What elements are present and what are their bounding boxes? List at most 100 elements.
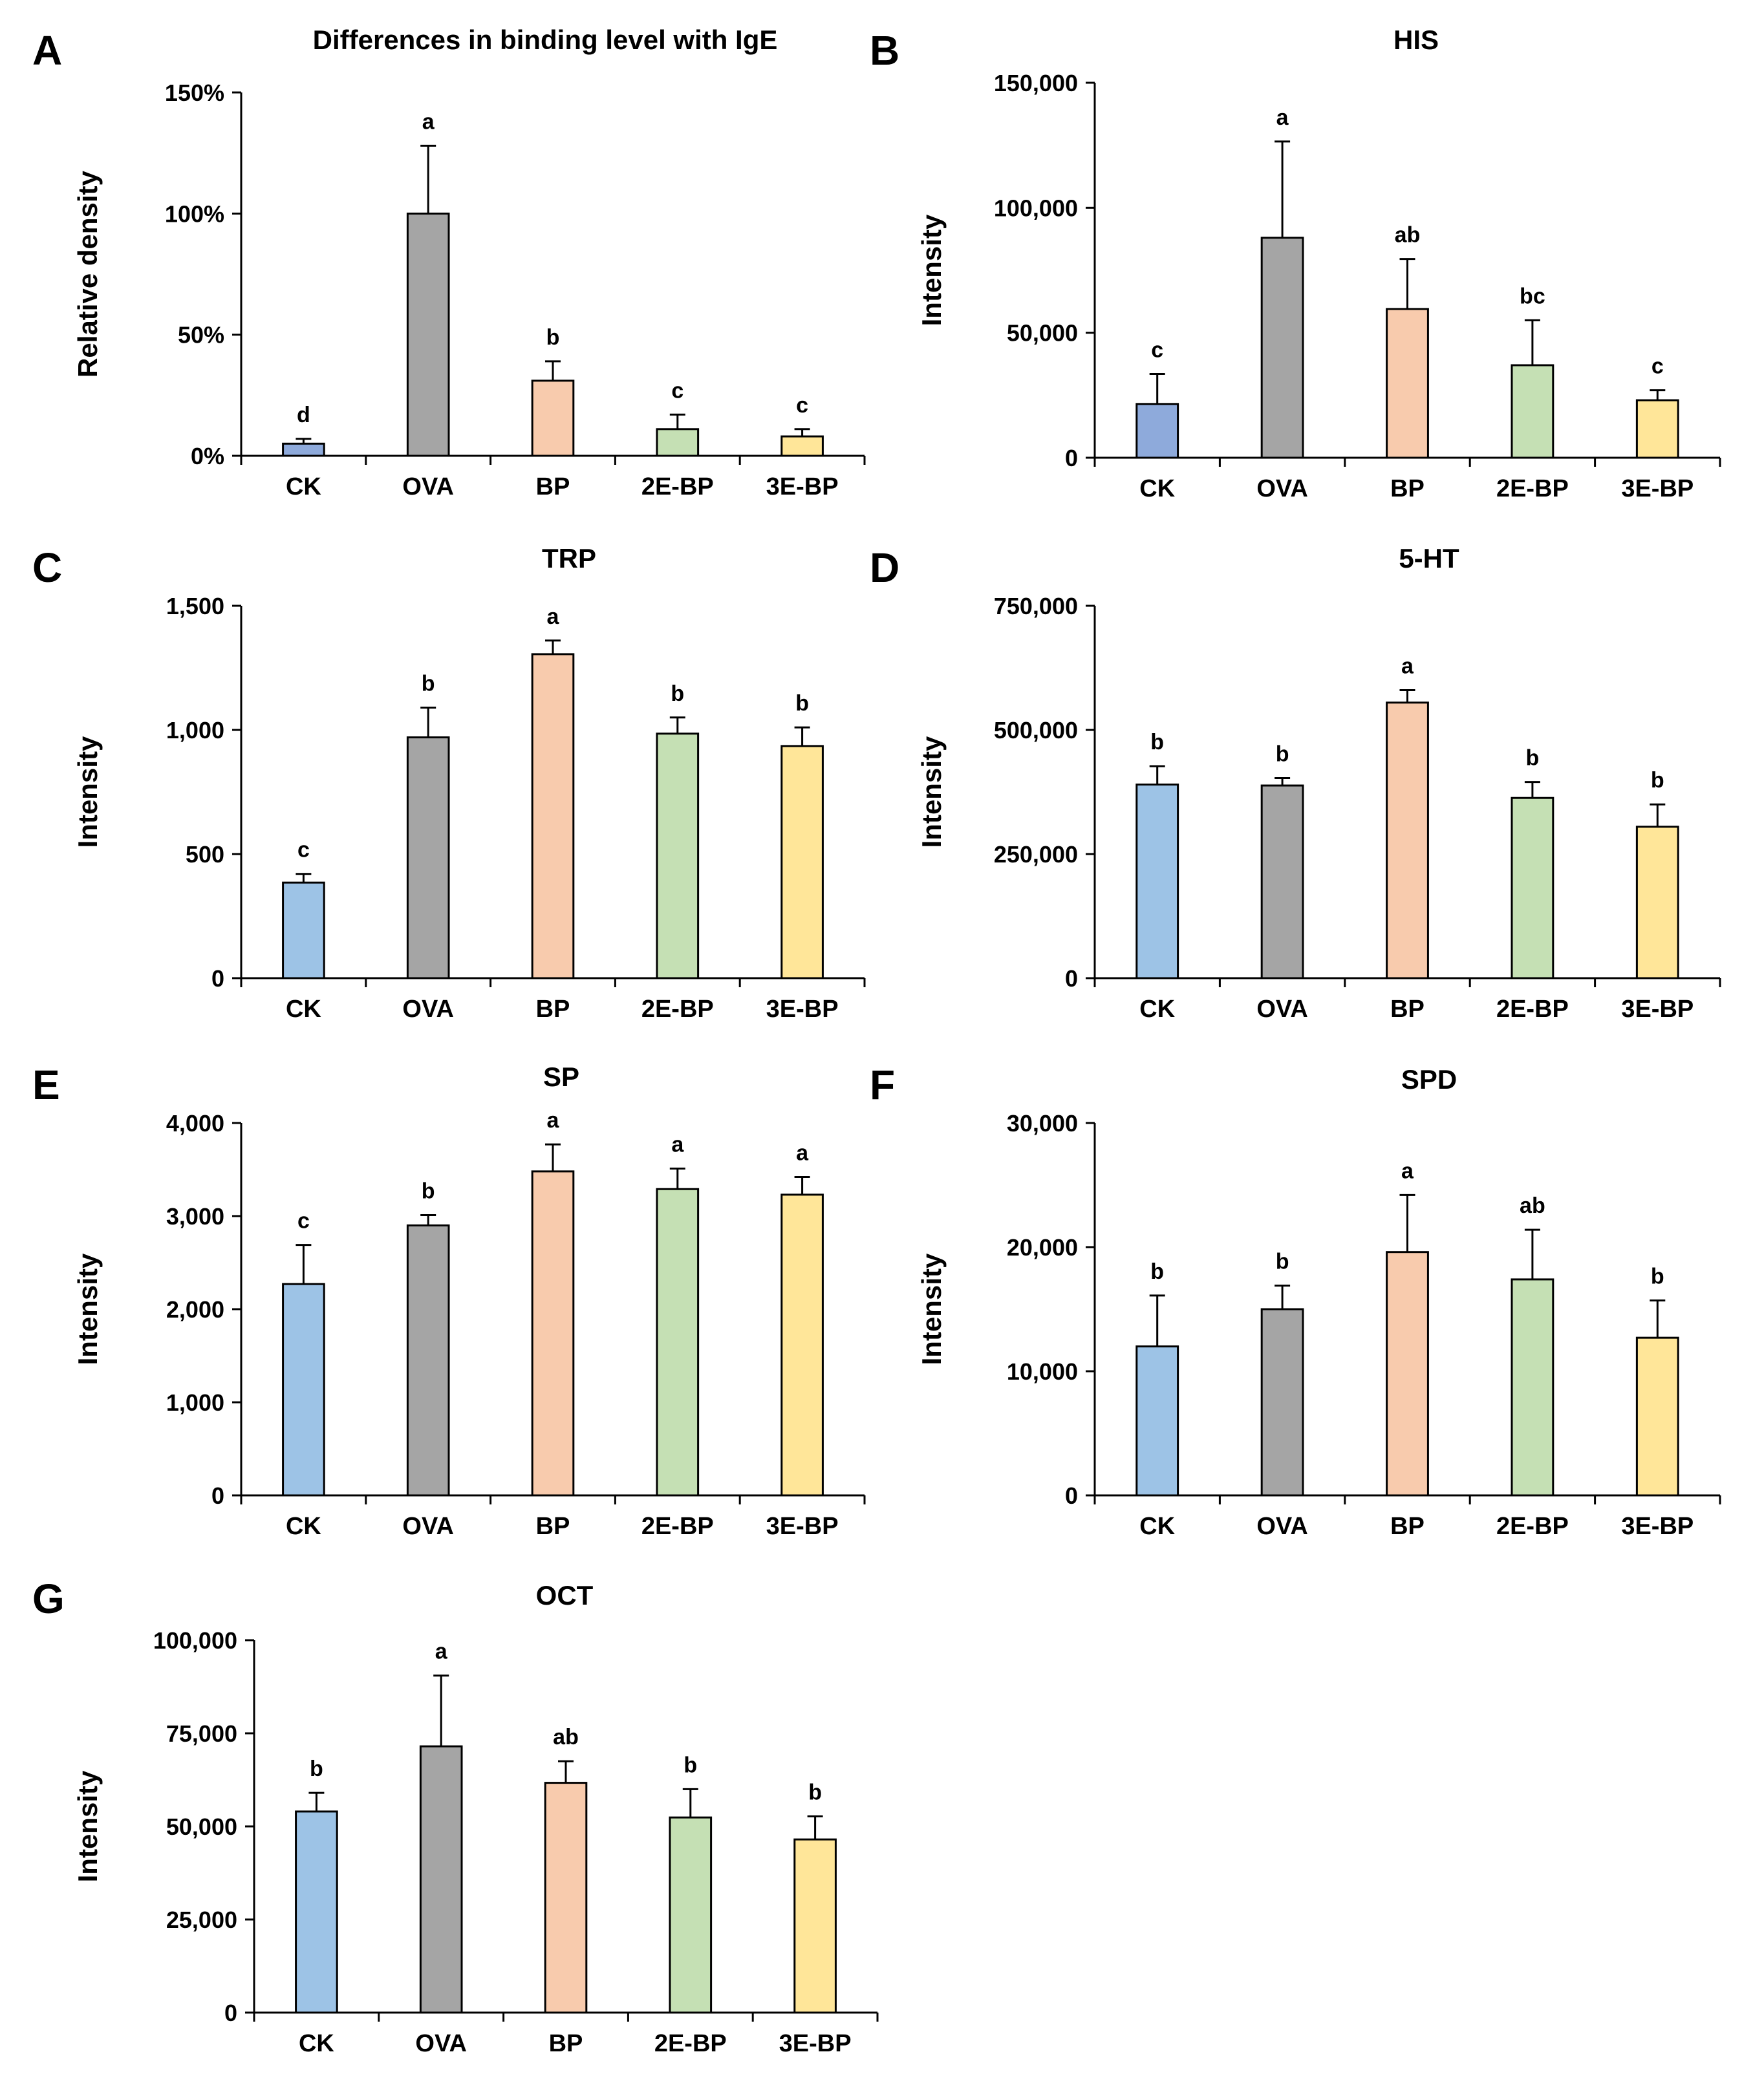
significance-label: b <box>546 325 560 350</box>
x-category-label: CK <box>286 473 321 500</box>
y-tick-label: 30,000 <box>1007 1110 1078 1137</box>
y-tick-label: 500 <box>186 841 224 868</box>
bar-bp <box>1386 1251 1429 1497</box>
bar-3e-bp <box>1635 826 1679 979</box>
panel-c: C TRP 0 500 1,000 1,500 Intensity c CK b OVA a BP b 2E… <box>32 543 866 1023</box>
y-tick-label: 100% <box>165 200 224 227</box>
y-tick-label: 2,000 <box>166 1296 224 1323</box>
panel-label: D <box>870 544 899 591</box>
y-tick-label: 500,000 <box>994 717 1078 743</box>
y-tick-label: 750,000 <box>994 593 1078 619</box>
significance-label: ab <box>1520 1193 1545 1218</box>
panel-b: B HIS 0 50,000 100,000 150,000 Intensity c CK a OV… <box>870 25 1721 502</box>
significance-label: b <box>422 671 435 696</box>
significance-label: a <box>547 604 560 629</box>
bar-2e-bp <box>656 428 700 457</box>
y-tick-label: 100,000 <box>153 1627 237 1654</box>
significance-label: c <box>671 378 683 403</box>
x-category-label: 3E-BP <box>766 1513 839 1540</box>
bar-bp <box>544 1782 588 2014</box>
panel-label: C <box>32 544 62 591</box>
y-axis-label: Intensity <box>72 736 103 848</box>
y-tick-label: 1,000 <box>166 1389 224 1416</box>
x-category-label: BP <box>536 1513 570 1540</box>
x-category-label: BP <box>536 996 570 1023</box>
y-tick-label: 50,000 <box>1007 320 1078 347</box>
x-category-label: CK <box>286 1513 321 1540</box>
y-axis-label: Intensity <box>916 1253 947 1365</box>
bar-ova <box>1260 237 1304 459</box>
y-tick-label: 0 <box>224 2000 237 2026</box>
bar-ck <box>295 1810 338 2014</box>
significance-label: b <box>1276 742 1289 766</box>
x-category-label: OVA <box>1256 1513 1308 1540</box>
significance-label: b <box>1150 730 1164 754</box>
x-category-label: OVA <box>402 996 454 1023</box>
bar-ova <box>406 212 450 457</box>
y-tick-label: 0 <box>1065 965 1078 992</box>
panel-label: G <box>32 1576 65 1622</box>
x-category-label: 2E-BP <box>1496 1513 1569 1540</box>
x-category-label: 3E-BP <box>779 2030 852 2057</box>
x-category-label: 3E-BP <box>766 473 839 500</box>
x-category-label: OVA <box>1256 996 1308 1023</box>
y-tick-label: 0 <box>211 1482 224 1509</box>
significance-label: b <box>422 1179 435 1204</box>
panel-d: D 5-HT 0 250,000 500,000 750,000 Intensity b CK b… <box>870 543 1721 1023</box>
significance-label: b <box>310 1757 323 1781</box>
y-tick-label: 100,000 <box>994 195 1078 221</box>
panel-a: A Differences in binding level with IgE 0%… <box>32 25 866 500</box>
significance-label: b <box>1150 1259 1164 1284</box>
y-tick-label: 0 <box>1065 1482 1078 1509</box>
significance-label: a <box>796 1141 809 1166</box>
bar-2e-bp <box>656 732 700 979</box>
bar-ck <box>1135 1345 1179 1497</box>
panel-label: A <box>32 27 62 74</box>
significance-label: b <box>671 681 684 706</box>
x-category-label: 2E-BP <box>641 473 714 500</box>
significance-label: c <box>297 838 310 862</box>
y-tick-label: 0 <box>1065 445 1078 471</box>
bar-ova <box>419 1745 463 2014</box>
chart-title: TRP <box>542 543 596 573</box>
significance-label: a <box>1276 105 1289 130</box>
bar-ova <box>406 736 450 979</box>
y-tick-label: 250,000 <box>994 841 1078 868</box>
y-tick-label: 25,000 <box>166 1907 237 1933</box>
y-tick-label: 0 <box>211 965 224 992</box>
bar-3e-bp <box>1635 399 1679 459</box>
x-category-label: OVA <box>402 473 454 500</box>
bar-ck <box>282 881 325 979</box>
panel-label: B <box>870 27 899 74</box>
bar-2e-bp <box>669 1816 713 2014</box>
panel-label: E <box>32 1062 60 1108</box>
significance-label: a <box>547 1108 560 1133</box>
bar-bp <box>531 1170 575 1497</box>
y-tick-label: 50,000 <box>166 1813 237 1840</box>
y-tick-label: 1,000 <box>166 717 224 743</box>
panel-label: F <box>870 1062 895 1108</box>
significance-label: b <box>808 1780 822 1804</box>
significance-label: c <box>1151 337 1163 362</box>
x-category-label: 2E-BP <box>1496 475 1569 502</box>
x-category-label: 3E-BP <box>1621 475 1694 502</box>
x-category-label: CK <box>1139 996 1175 1023</box>
bar-2e-bp <box>1511 797 1554 979</box>
x-category-label: CK <box>299 2030 334 2057</box>
significance-label: b <box>1651 1265 1664 1289</box>
bar-bp <box>531 653 575 979</box>
chart-title: SPD <box>1401 1064 1457 1095</box>
significance-label: b <box>1651 768 1664 793</box>
significance-label: b <box>1276 1250 1289 1274</box>
bar-2e-bp <box>1511 364 1554 459</box>
bar-3e-bp <box>780 1193 824 1497</box>
significance-label: a <box>435 1640 448 1664</box>
chart-title: Differences in binding level with IgE <box>313 25 778 55</box>
chart-title: SP <box>543 1062 579 1092</box>
significance-label: b <box>1526 746 1540 771</box>
significance-label: c <box>297 1209 310 1234</box>
significance-label: d <box>297 403 310 427</box>
panel-g: G OCT 0 25,000 50,000 75,000 100,000 Intensity b… <box>32 1576 879 2057</box>
significance-label: a <box>1401 1159 1414 1183</box>
